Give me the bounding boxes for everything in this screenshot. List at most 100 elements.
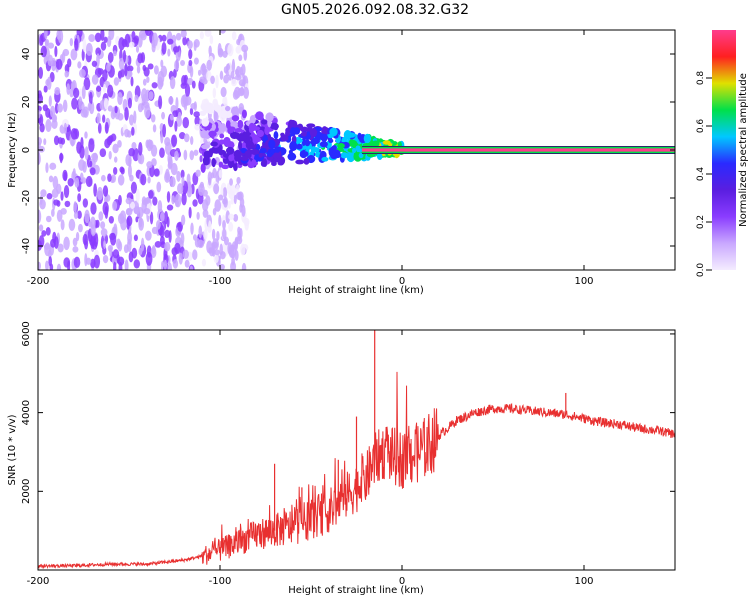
spectrogram-cell [267,118,272,128]
spectrogram-cell [200,163,206,173]
spectrogram-cell [160,59,164,68]
spectrogram-cell [222,187,228,199]
spectrogram-cell [348,151,354,159]
spectrogram-cell [205,195,211,206]
spectrogram-cell [309,127,318,138]
spectrogram-cell [189,265,194,270]
spectrogram-cell [45,107,51,118]
spectrogram-cell [174,242,181,254]
spectrogram-x-ticks: -200 -100 0 100 [27,30,594,287]
spectrogram-cell [133,110,137,124]
spectrogram-cell [295,159,305,165]
spectrogram-cell [230,106,240,116]
spectrogram-cell [46,193,53,200]
spectrogram-cell [310,146,317,154]
spectrogram-cell [356,145,361,154]
spectrogram-cell [231,256,235,266]
spectrogram-cell [163,259,167,270]
spectrogram-cell [75,231,80,242]
spectrogram-cell [99,148,107,158]
spectrogram-cell [146,161,153,169]
spectrogram-cell [96,186,104,201]
spectrogram-cell [90,202,97,215]
spectrogram-cell [337,143,345,149]
spectrogram-x-axis-label: Height of straight line (km) [288,285,424,296]
spectrogram-cell [102,185,109,197]
spectrogram-cell [68,218,76,231]
spectrogram-cell [261,119,268,125]
spectrogram-cell [182,36,187,46]
spectrogram-cell [255,143,261,151]
spectrogram-cell [189,150,195,161]
spectrogram-cell [41,230,47,237]
spectrogram-cell [222,228,227,240]
spectrogram-cell [288,149,293,155]
spectrogram-cell [222,96,227,105]
spectrogram-cell [303,157,310,165]
spectrogram-cell [124,128,130,138]
spectrogram-cell [169,176,176,188]
spectrogram-cell [164,241,171,252]
spectrogram-cell [241,109,247,119]
colorbar-ticks: 0.0 0.2 0.4 0.6 0.8 [696,71,712,277]
spectrogram-cell [231,31,237,41]
spectrogram-cell [223,111,233,119]
spectrogram-cell [196,211,200,220]
spectrogram-cell [363,133,372,144]
spectrogram-cell [237,191,244,201]
spectrogram-cell [94,32,102,43]
spectrogram-cell [138,216,143,228]
spectrogram-cell [53,199,60,206]
spectrogram-cell [161,111,166,120]
spectrogram-cell [131,247,138,259]
spectrogram-cell [145,251,153,266]
spectrogram-cell [38,145,45,153]
spectrogram-cell [130,76,134,87]
spectrogram-cell [60,191,64,201]
spectrogram-cell [253,134,259,143]
spectrogram-cell [201,118,210,127]
spectrogram-cell [43,243,51,250]
spectrogram-cell [181,75,187,86]
spectrogram-cell [93,254,101,269]
spectrogram-cell [270,147,275,154]
spectrogram-cell [351,147,357,154]
spectrogram-cell [148,91,154,100]
spectrogram-cell [161,34,167,42]
spectrogram-cell [136,65,141,74]
spectrogram-cell [128,41,135,48]
spectrogram-cell [188,49,193,60]
spectrogram-cell [57,103,63,113]
spectrogram-cell [118,261,123,270]
spectrogram-cell [97,122,102,134]
spectrogram-cell [169,76,176,90]
spectrogram-cell [67,58,72,68]
spectrogram-cell [195,169,201,177]
spectrogram-cell [152,124,157,133]
spectrogram-cell [117,256,125,266]
spectrogram-cell [147,63,154,70]
spectrogram-cell [172,259,179,269]
spectrogram-cell [62,99,68,113]
spectrogram-cell [73,211,79,219]
spectrogram-cell [82,198,89,208]
spectrogram-cell [70,128,78,140]
spectrogram-cell [201,144,210,150]
spectrogram-cell [174,120,178,132]
spectrogram-cell [240,243,246,256]
y-tick-label: 4000 [21,400,32,425]
spectrogram-cell [180,60,186,67]
spectrogram-cell [174,150,179,161]
spectrogram-cell [190,222,194,235]
spectrogram-cell [164,171,171,183]
spectrogram-cell [189,65,194,78]
spectrogram-y-axis-label: Frequency (Hz) [7,112,18,188]
spectrogram-cell [137,103,144,113]
spectrogram-cell [63,257,71,268]
spectrogram-cell [227,200,231,209]
spectrogram-cell [193,57,199,65]
spectrogram-cell [349,140,358,148]
spectrogram-cell [229,178,233,186]
spectrogram-cell [206,59,212,71]
